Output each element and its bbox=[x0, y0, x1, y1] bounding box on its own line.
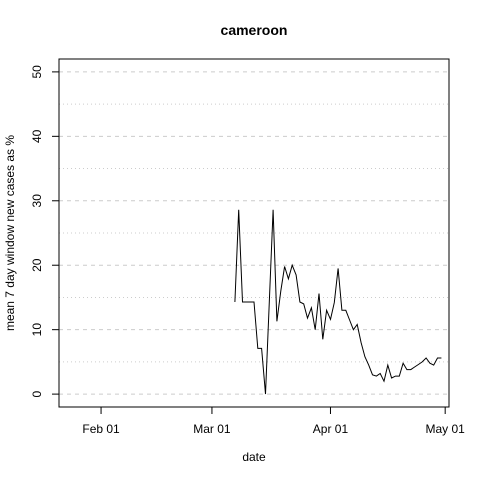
series-lines bbox=[234, 209, 442, 395]
y-tick-label: 40 bbox=[30, 129, 44, 143]
x-tick-label: May 01 bbox=[425, 422, 465, 436]
x-tick-label: Mar 01 bbox=[193, 422, 231, 436]
y-tick-label: 10 bbox=[30, 323, 44, 337]
series-line bbox=[234, 209, 442, 395]
plot-frame bbox=[58, 58, 450, 408]
grid bbox=[59, 71, 449, 395]
x-tick-label: Feb 01 bbox=[82, 422, 120, 436]
y-axis-label: mean 7 day window new cases as % bbox=[3, 135, 17, 331]
y-tick-label: 20 bbox=[30, 258, 44, 272]
y-axis: 0 10 20 30 40 50 bbox=[30, 65, 59, 397]
y-tick-label: 30 bbox=[30, 194, 44, 208]
x-axis: Feb 01 Mar 01 Apr 01 May 01 bbox=[82, 407, 465, 436]
y-tick-label: 0 bbox=[30, 390, 44, 397]
x-axis-label: date bbox=[242, 450, 266, 464]
chart-title: cameroon bbox=[221, 22, 288, 38]
x-tick-label: Apr 01 bbox=[313, 422, 349, 436]
y-tick-label: 50 bbox=[30, 65, 44, 79]
